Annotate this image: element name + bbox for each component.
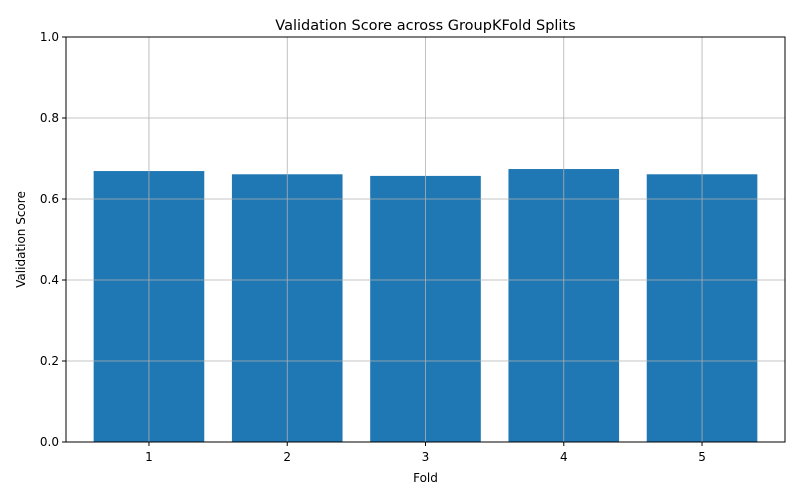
x-tick-label: 3 <box>422 450 430 464</box>
x-tick-label: 4 <box>560 450 568 464</box>
x-tick-label: 5 <box>698 450 706 464</box>
ticks: 0.0 0.2 0.4 0.6 0.8 1.0 1 2 3 4 5 <box>40 30 706 464</box>
y-tick-label: 0.8 <box>40 111 59 125</box>
y-tick-label: 0.6 <box>40 192 59 206</box>
x-axis-label: Fold <box>413 471 438 485</box>
y-tick-label: 0.4 <box>40 273 59 287</box>
y-tick-label: 1.0 <box>40 30 59 44</box>
x-tick-label: 2 <box>283 450 291 464</box>
x-tick-label: 1 <box>145 450 153 464</box>
y-axis-label: Validation Score <box>14 191 28 288</box>
y-tick-label: 0.0 <box>40 435 59 449</box>
y-tick-label: 0.2 <box>40 354 59 368</box>
chart-title: Validation Score across GroupKFold Split… <box>275 18 575 34</box>
